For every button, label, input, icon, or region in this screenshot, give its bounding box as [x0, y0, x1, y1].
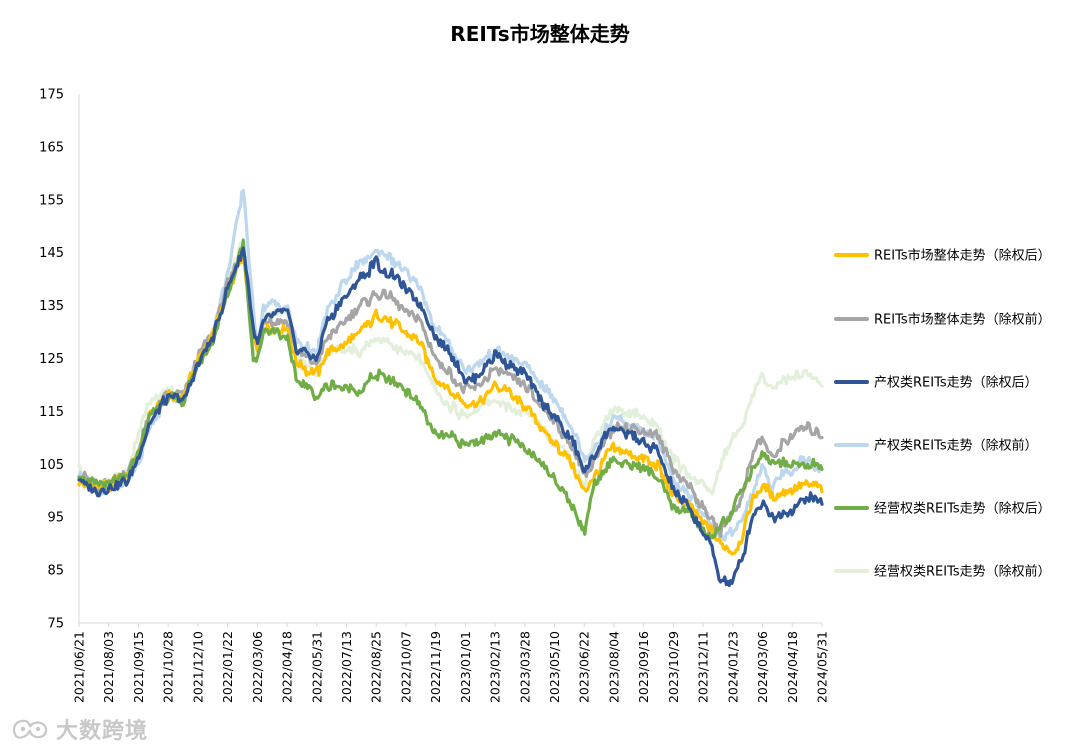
series-line-1 [77, 245, 824, 538]
x-tick-label: 2022/07/13 [339, 631, 354, 703]
x-tick-label: 2024/03/06 [755, 631, 770, 703]
x-tick-label: 2022/03/06 [250, 631, 265, 703]
y-tick-label: 165 [39, 140, 64, 155]
legend-label-2: 产权类REITs走势（除权后） [874, 375, 1038, 391]
x-tick-label: 2023/05/10 [547, 631, 562, 703]
legend-label-5: 经营权类REITs走势（除权前） [874, 564, 1051, 580]
x-tick-label: 2021/10/28 [161, 631, 176, 703]
x-tick-label: 2024/04/18 [785, 631, 800, 703]
x-tick-label: 2022/01/22 [220, 631, 235, 703]
x-tick-label: 2024/01/23 [725, 631, 740, 703]
x-tick-label: 2022/11/19 [428, 631, 443, 703]
series-line-0 [77, 255, 824, 556]
x-tick-label: 2023/08/04 [606, 631, 621, 703]
y-tick-label: 85 [47, 564, 64, 579]
x-tick-label: 2022/04/18 [280, 631, 295, 703]
x-tick-label: 2021/09/15 [131, 631, 146, 703]
x-tick-label: 2023/09/16 [636, 631, 651, 703]
x-tick-label: 2023/03/28 [517, 631, 532, 703]
y-tick-label: 125 [39, 352, 64, 367]
series-line-3 [77, 188, 824, 542]
y-tick-label: 175 [39, 88, 64, 103]
y-tick-label: 155 [39, 193, 64, 208]
y-tick-label: 105 [39, 458, 64, 473]
x-tick-label: 2022/10/07 [398, 631, 413, 703]
x-tick-label: 2023/10/29 [666, 631, 681, 703]
x-tick-label: 2023/06/22 [577, 631, 592, 703]
axis-layer: 75 85 95 105 115 125 135 145 155 165 175 2021/06/21… [39, 88, 829, 704]
chart-title: REITs市场整体走势 [450, 22, 630, 46]
watermark: 大数跨境 [10, 714, 148, 744]
legend-label-3: 产权类REITs走势（除权前） [874, 438, 1038, 454]
x-tick-label: 2023/12/11 [696, 631, 711, 703]
x-tick-label: 2022/08/25 [369, 631, 384, 703]
legend: REITs市场整体走势（除权后） REITs市场整体走势（除权前） 产权类REITs… [834, 248, 1051, 580]
x-tick-label: 2023/02/13 [488, 631, 503, 703]
legend-label-0: REITs市场整体走势（除权后） [874, 248, 1051, 264]
x-tick-label: 2021/06/21 [72, 631, 87, 703]
x-tick-label: 2022/05/31 [309, 631, 324, 703]
x-tick-label: 2024/05/31 [815, 631, 830, 703]
watermark-text: 大数跨境 [56, 719, 149, 744]
y-tick-label: 95 [47, 511, 64, 526]
watermark-logo-icon [12, 719, 48, 739]
x-tick-label: 2023/01/01 [458, 631, 473, 703]
y-tick-label: 145 [39, 246, 64, 261]
y-tick-label: 75 [47, 617, 64, 632]
y-tick-label: 135 [39, 299, 64, 314]
legend-label-4: 经营权类REITs走势（除权后） [874, 501, 1051, 517]
legend-label-1: REITs市场整体走势（除权前） [874, 312, 1051, 328]
x-tick-label: 2021/12/10 [190, 631, 205, 703]
x-tick-label: 2021/08/03 [101, 631, 116, 703]
series-layer [77, 188, 824, 588]
series-line-2 [77, 246, 824, 588]
y-tick-label: 115 [39, 405, 64, 420]
